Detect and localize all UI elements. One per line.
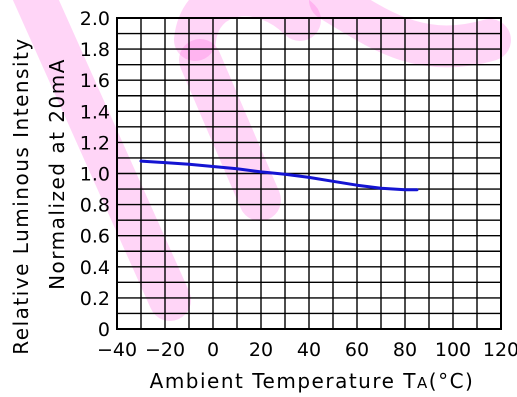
x-axis-label-sub: A: [417, 374, 429, 392]
series-line-0: [139, 159, 419, 192]
y-tick-label: 0.8: [80, 195, 110, 217]
y-tick-label: 1.0: [80, 164, 110, 186]
y-axis-label-line2: Normalized at 20mA: [45, 58, 69, 290]
plot-frame: [116, 17, 502, 330]
x-tick-label: −20: [145, 339, 185, 361]
y-tick-label: 1.8: [80, 39, 110, 61]
x-axis-label: Ambient Temperature TA(°C): [150, 369, 475, 393]
x-tick-label: 0: [207, 339, 219, 361]
y-tick-label: 0: [98, 319, 110, 341]
watermark-graphic: [12, 0, 511, 321]
y-tick-label: 2.0: [80, 8, 110, 30]
y-tick-label: 0.6: [80, 226, 110, 248]
y-tick-label: 0.4: [80, 257, 110, 279]
x-tick-label: 40: [297, 339, 321, 361]
y-tick-label: 1.6: [80, 70, 110, 92]
x-tick-label: 120: [483, 339, 517, 361]
x-tick-label: 80: [393, 339, 417, 361]
x-tick-labels: −40 −20 0 20 40 60 80 100 120: [97, 339, 517, 361]
x-axis-label-unit: (°C): [429, 369, 475, 393]
x-tick-label: 60: [345, 339, 369, 361]
x-tick-label: 100: [435, 339, 471, 361]
y-tick-label: 0.2: [80, 288, 110, 310]
y-tick-label: 1.2: [80, 132, 110, 154]
x-axis-label-main: Ambient Temperature T: [150, 369, 417, 393]
x-tick-label: −40: [97, 339, 137, 361]
y-axis-label-line1: Relative Luminous Intensity: [9, 37, 33, 354]
y-tick-labels: 0 0.2 0.4 0.6 0.8 1.0 1.2 1.4 1.6 1.8 2.0: [80, 8, 110, 341]
x-tick-label: 20: [249, 339, 273, 361]
chart-grid: [117, 18, 501, 329]
y-tick-label: 1.4: [80, 101, 110, 123]
